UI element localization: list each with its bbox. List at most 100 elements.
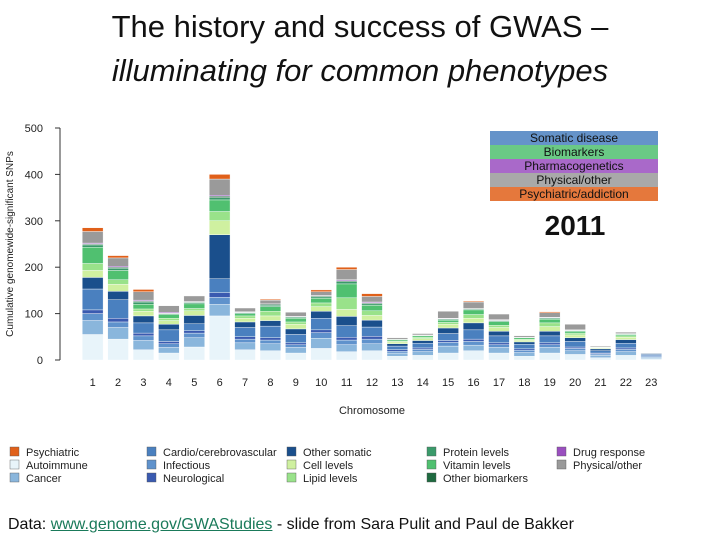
bar-segment (183, 315, 205, 325)
bar-segment (462, 314, 485, 319)
bar-segment (158, 324, 180, 331)
bar-segment (488, 352, 510, 361)
bar-segment (386, 345, 409, 350)
y-tick-label: 400 (25, 169, 43, 181)
bar-segment (488, 347, 510, 354)
x-tick-label: 13 (391, 377, 403, 389)
x-tick-label: 6 (217, 377, 223, 389)
bar-segment (513, 335, 535, 338)
legend-swatch (9, 472, 20, 483)
bar-segment (209, 196, 231, 198)
bar-segment (386, 339, 409, 342)
bar-segment (310, 291, 332, 296)
bar-segment (539, 311, 561, 313)
bar-segment (209, 304, 231, 317)
bar-segment (259, 315, 282, 321)
bar-segment (158, 343, 180, 348)
bar-segment (361, 350, 383, 361)
legend-label: Other somatic (303, 447, 372, 459)
bar-segment (132, 349, 155, 361)
bar-segment (259, 299, 282, 305)
x-tick-label: 12 (366, 377, 378, 389)
bar-segment (564, 341, 586, 348)
legend-label: Infectious (163, 460, 211, 472)
legend-label: Other biomarkers (443, 473, 528, 485)
bar-segment (132, 308, 155, 312)
bar-segment (412, 335, 434, 338)
bar-segment (361, 305, 383, 312)
bar-segment (335, 266, 358, 270)
bar-segment (310, 329, 332, 333)
bar-segment (335, 281, 358, 285)
bar-segment (539, 335, 561, 344)
bar-segment (82, 313, 104, 321)
bar-segment (132, 322, 155, 334)
bar-segment (285, 312, 307, 317)
bar-segment (183, 337, 205, 348)
bar-segment (285, 334, 307, 344)
bar-segment (615, 343, 637, 349)
bar-segment (488, 344, 510, 348)
x-tick-label: 4 (166, 377, 172, 389)
x-tick-label: 17 (493, 377, 505, 389)
bar-segment (183, 295, 205, 302)
bar-segment (107, 255, 129, 259)
bar-segment (310, 332, 332, 339)
bar-segment (513, 352, 535, 357)
bar-segment (462, 341, 485, 346)
bar-segment (615, 355, 637, 361)
bar-segment (82, 277, 104, 290)
bar-segment (259, 350, 282, 361)
footer-prefix: Data: (8, 516, 51, 533)
bar-segment (615, 351, 637, 356)
bar-segment (82, 270, 104, 278)
category-key-label: Psychiatric/addiction (519, 187, 628, 201)
bar-segment (437, 345, 459, 354)
bar-segment (539, 342, 561, 345)
bar-segment (310, 348, 332, 361)
x-tick-label: 10 (315, 377, 327, 389)
bar-segment (412, 349, 434, 352)
bar-segment (158, 352, 180, 361)
bar-segment (640, 358, 662, 361)
bar-segment (259, 325, 282, 338)
category-key-label: Pharmacogenetics (524, 159, 623, 173)
bar-segment (513, 348, 535, 351)
bar-segment (462, 300, 485, 303)
bar-segment (412, 343, 434, 349)
bar-segment (361, 326, 383, 337)
bar-segment (412, 337, 434, 339)
bar-segment (361, 296, 383, 303)
bar-segment (437, 327, 459, 334)
x-tick-label: 3 (140, 377, 146, 389)
bar-segment (412, 355, 434, 361)
legend-label: Cell levels (303, 460, 354, 472)
x-tick-label: 1 (90, 377, 96, 389)
y-tick-label: 300 (25, 216, 43, 228)
legend-swatch (146, 472, 157, 483)
bar-segment (412, 340, 434, 344)
bar-segment (437, 319, 459, 323)
legend-label: Vitamin levels (443, 460, 511, 472)
bar-segment (539, 326, 561, 332)
x-tick-label: 22 (620, 377, 632, 389)
legend-swatch (9, 459, 20, 470)
bar-segment (107, 270, 129, 280)
category-key-swatch (490, 131, 658, 145)
bar-segment (234, 342, 256, 350)
bar-segment (107, 321, 129, 328)
bar-segment (234, 336, 256, 340)
bar-segment (335, 344, 358, 352)
bar-segment (386, 343, 409, 347)
bar-segment (615, 349, 637, 352)
bar-segment (234, 321, 256, 328)
legend-swatch (556, 446, 567, 457)
footer-link[interactable]: www.genome.gov/GWAStudies (50, 516, 273, 533)
bar-segment (615, 334, 637, 337)
bar-segment (285, 324, 307, 330)
bar-segment (107, 267, 129, 271)
bar-segment (107, 279, 129, 285)
bar-segment (564, 334, 586, 338)
legend-swatch (9, 446, 20, 457)
bar-segment (259, 311, 282, 317)
